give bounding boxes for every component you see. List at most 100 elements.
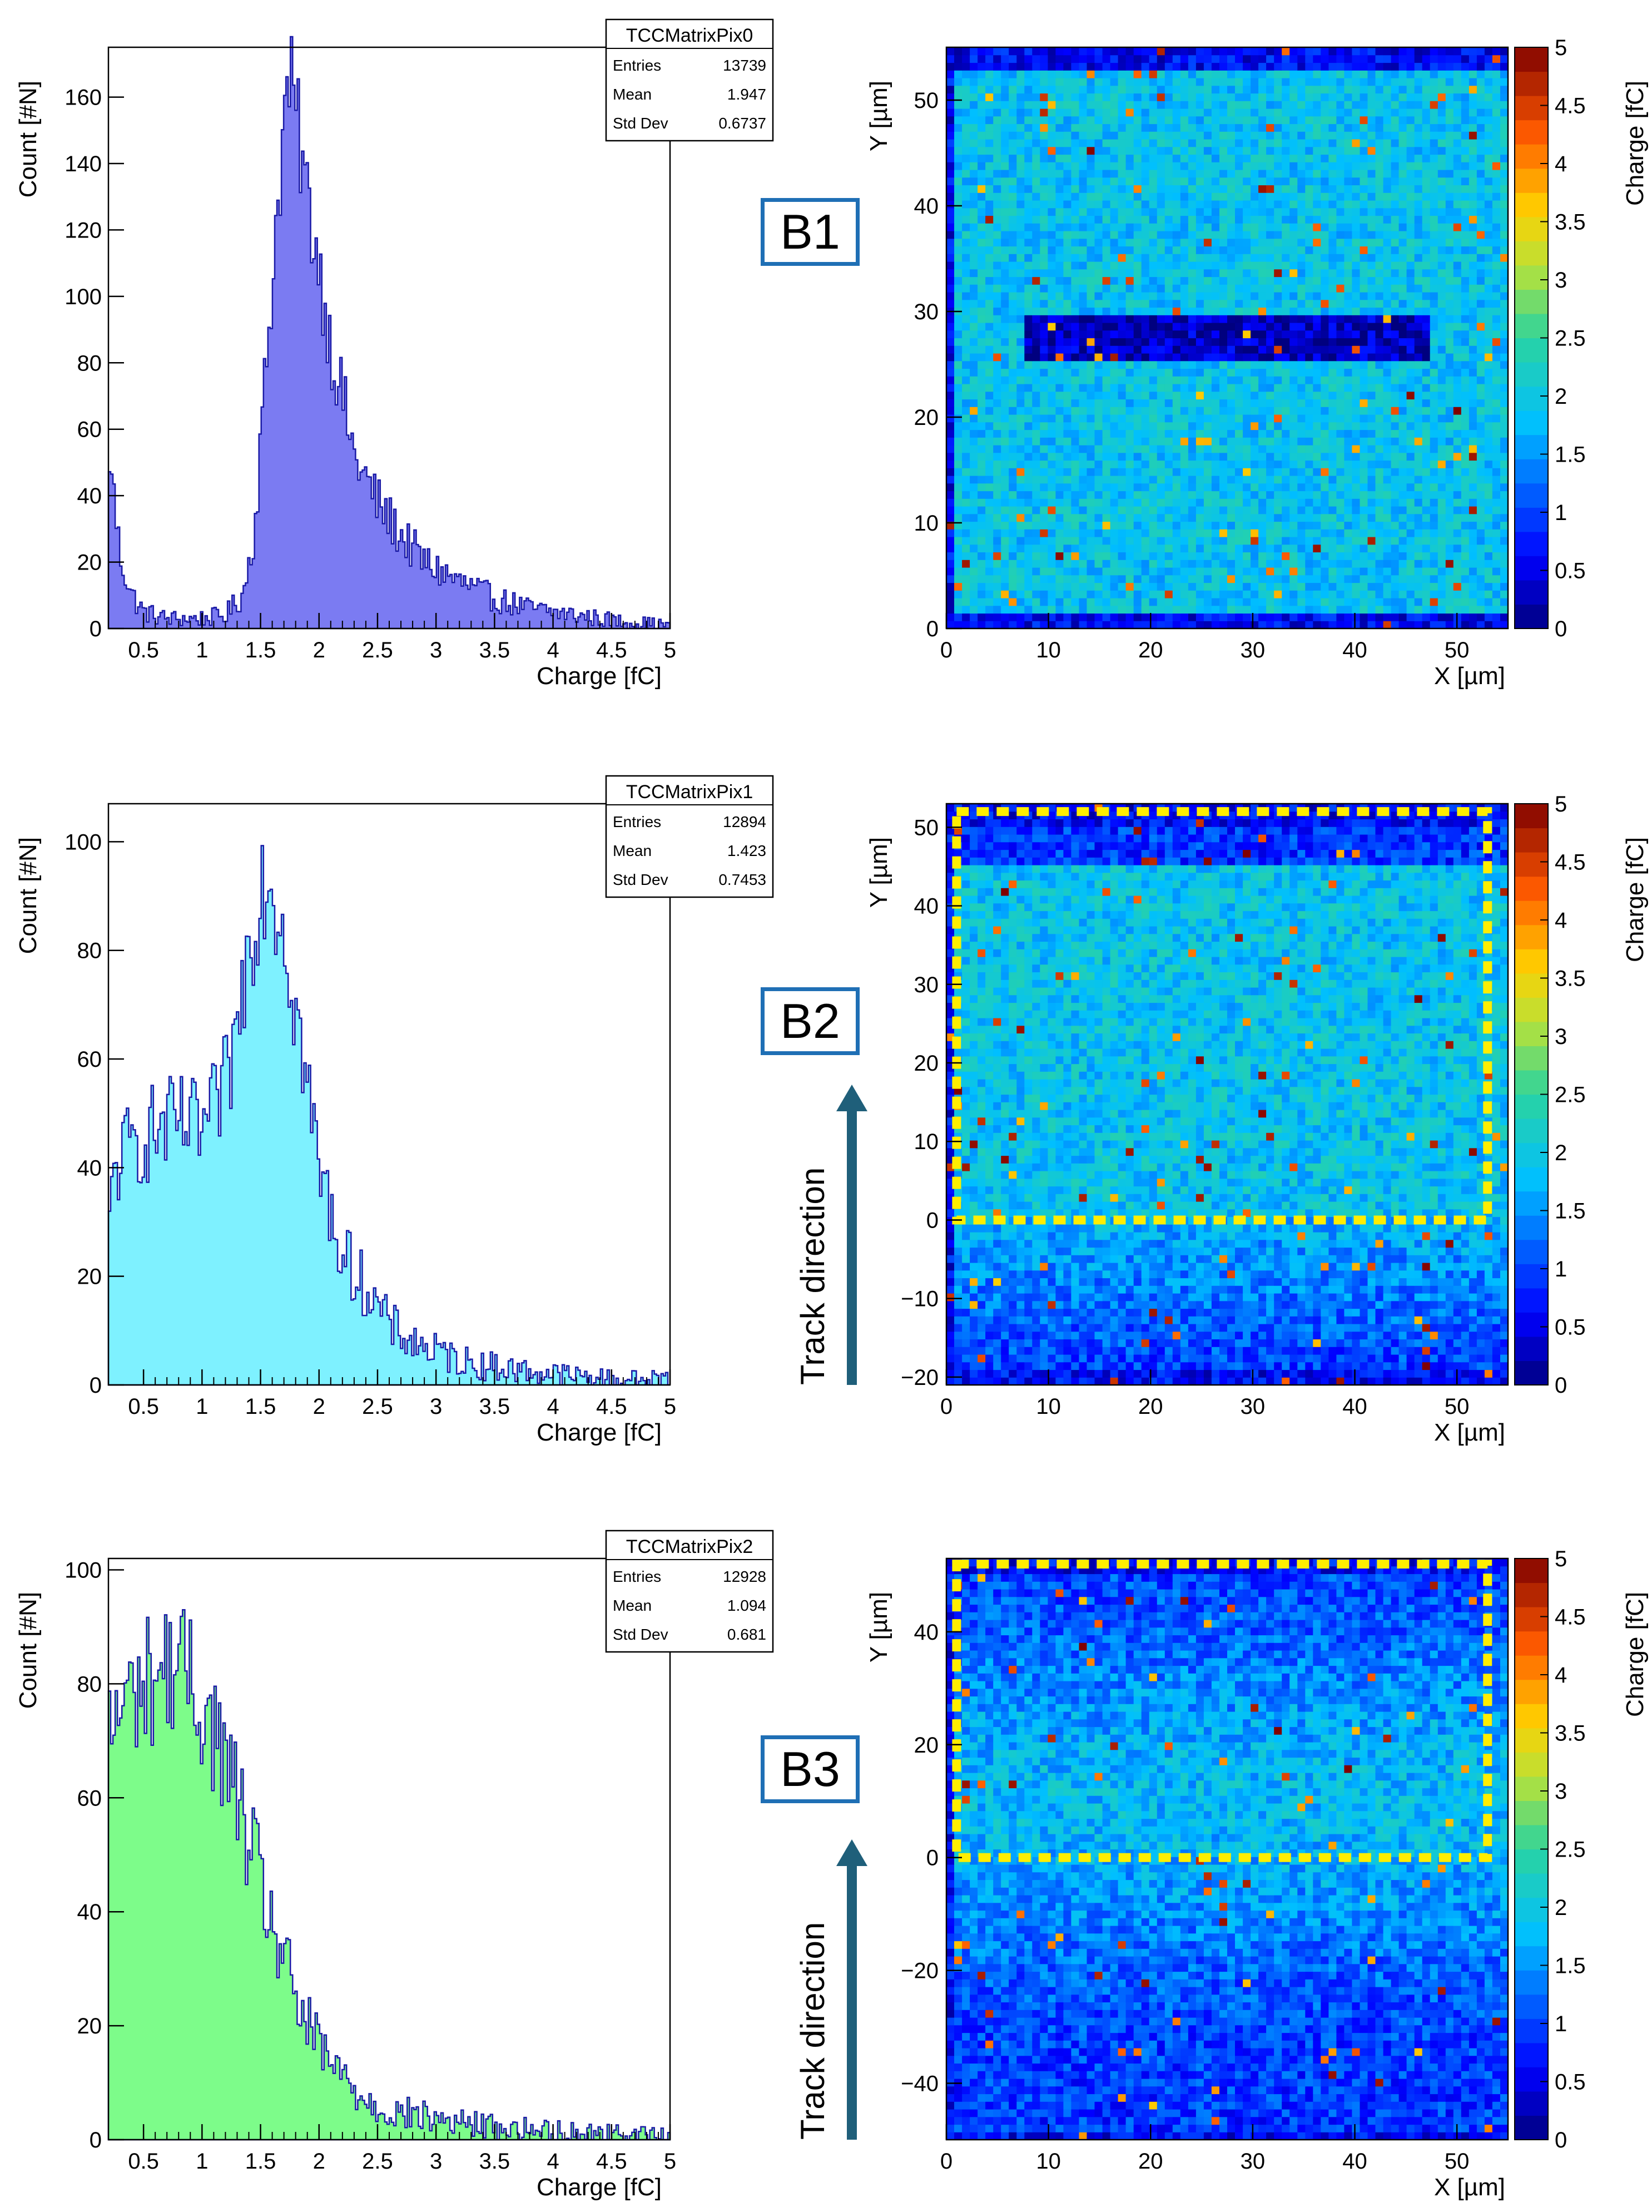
- heatmap-cell: [1500, 200, 1509, 209]
- heatmap-cell: [1414, 139, 1423, 147]
- heatmap-cell: [1469, 506, 1477, 514]
- heatmap-cell: [1094, 376, 1103, 384]
- heatmap-cell: [1032, 506, 1040, 514]
- heatmap-cell: [1414, 116, 1423, 125]
- heatmap-cell: [1195, 598, 1204, 606]
- heatmap-cell: [1016, 284, 1025, 293]
- heatmap-cell: [1001, 598, 1009, 606]
- heatmap-cell: [1422, 537, 1431, 545]
- heatmap-cell: [1469, 200, 1477, 209]
- heatmap-cell: [1001, 621, 1009, 629]
- heatmap-cell: [1024, 590, 1033, 598]
- heatmap-cell: [1445, 315, 1454, 323]
- heatmap-cell: [1063, 391, 1071, 400]
- heatmap-cell: [1180, 261, 1189, 270]
- heatmap-cell: [1071, 200, 1079, 209]
- heatmap-cell: [1094, 146, 1103, 155]
- heatmap-cell: [946, 476, 955, 484]
- heatmap-cell: [1476, 621, 1485, 629]
- heatmap-cell: [1211, 123, 1220, 132]
- heatmap-cell: [1289, 261, 1298, 270]
- heatmap-cell: [1398, 598, 1407, 606]
- heatmap-cell: [1219, 299, 1228, 308]
- heatmap-cell: [1016, 192, 1025, 201]
- heatmap-cell: [1016, 131, 1025, 140]
- heatmap-cell: [1414, 284, 1423, 293]
- heatmap-cell: [1016, 338, 1025, 346]
- heatmap-cell: [978, 414, 986, 423]
- heatmap-cell: [1289, 345, 1298, 354]
- heatmap-cell: [962, 483, 970, 492]
- heatmap-cell: [1110, 315, 1119, 323]
- heatmap-cell: [1164, 338, 1173, 346]
- heatmap-cell: [1321, 269, 1329, 278]
- heatmap-cell: [1258, 537, 1267, 545]
- heatmap-cell: [1391, 108, 1400, 117]
- heatmap-cell: [1172, 529, 1181, 537]
- heatmap-cell: [1469, 452, 1477, 461]
- heatmap-cell: [1243, 506, 1251, 514]
- heatmap-cell: [1180, 116, 1189, 125]
- heatmap-cell: [1188, 422, 1197, 430]
- heatmap-cell: [1094, 345, 1103, 354]
- heatmap-cell: [978, 491, 986, 499]
- heatmap-cell: [1071, 491, 1079, 499]
- heatmap-cell: [1453, 223, 1462, 231]
- heatmap-cell: [1321, 391, 1329, 400]
- heatmap-cell: [1461, 407, 1470, 415]
- heatmap-cell: [1009, 154, 1017, 162]
- heatmap-cell: [1274, 445, 1282, 453]
- heatmap-cell: [1009, 353, 1017, 362]
- heatmap-cell: [1258, 284, 1267, 293]
- heatmap-cell: [1219, 391, 1228, 400]
- heatmap-cell: [1476, 338, 1485, 346]
- heatmap-cell: [1203, 506, 1212, 514]
- heatmap-cell: [1336, 368, 1345, 377]
- heatmap-cell: [1461, 452, 1470, 461]
- heatmap-cell: [1063, 613, 1071, 621]
- heatmap-cell: [1344, 284, 1352, 293]
- heatmap-cell: [1227, 407, 1236, 415]
- heatmap-cell: [1094, 582, 1103, 591]
- heatmap-cell: [1406, 414, 1415, 423]
- heatmap-cell: [1001, 200, 1009, 209]
- heatmap-cell: [1048, 476, 1056, 484]
- heatmap-cell: [970, 621, 978, 629]
- heatmap-cell: [1094, 483, 1103, 492]
- heatmap-cell: [1102, 192, 1111, 201]
- heatmap-cell: [1048, 590, 1056, 598]
- heatmap-cell: [1352, 185, 1360, 193]
- heatmap-cell: [1203, 276, 1212, 285]
- heatmap-cell: [1266, 108, 1274, 117]
- heatmap-cell: [1328, 338, 1337, 346]
- heatmap-cell: [954, 123, 963, 132]
- heatmap-cell: [1195, 330, 1204, 339]
- heatmap-cell: [962, 621, 970, 629]
- heatmap-cell: [978, 238, 986, 247]
- heatmap-cell: [1430, 231, 1438, 239]
- heatmap-cell: [962, 307, 970, 315]
- heatmap-cell: [1016, 567, 1025, 576]
- heatmap-cell: [1305, 498, 1313, 507]
- heatmap-cell: [1203, 192, 1212, 201]
- heatmap-cell: [1500, 246, 1509, 254]
- heatmap-cell: [1484, 529, 1493, 537]
- heatmap-cell: [1219, 215, 1228, 224]
- heatmap-cell: [1437, 399, 1446, 407]
- heatmap-cell: [1219, 407, 1228, 415]
- heatmap-cell: [1406, 384, 1415, 392]
- heatmap-cell: [1266, 215, 1274, 224]
- heatmap-cell: [1445, 146, 1454, 155]
- heatmap-cell: [1133, 299, 1142, 308]
- heatmap-cell: [954, 613, 963, 621]
- heatmap-cell: [1336, 261, 1345, 270]
- heatmap-cell: [1040, 575, 1048, 583]
- heatmap-cell: [1282, 414, 1290, 423]
- heatmap-cell: [1461, 391, 1470, 400]
- heatmap-cell: [1024, 598, 1033, 606]
- heatmap-cell: [1055, 261, 1064, 270]
- heatmap-cell: [1188, 391, 1197, 400]
- heatmap-cell: [1352, 452, 1360, 461]
- heatmap-cell: [1336, 422, 1345, 430]
- heatmap-cell: [1180, 246, 1189, 254]
